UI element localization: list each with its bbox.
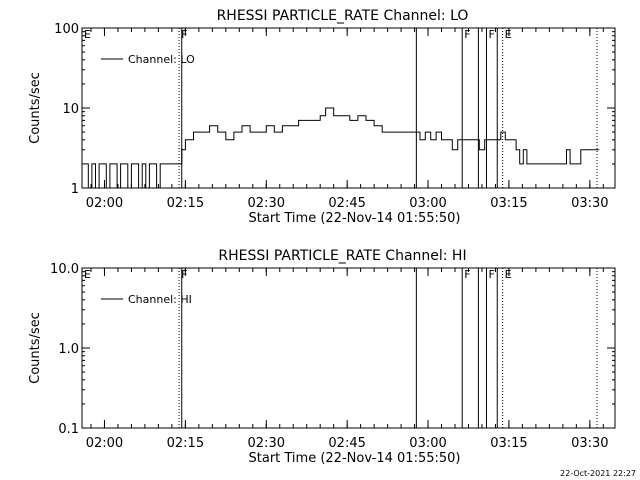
event-marker-label: F xyxy=(488,28,494,41)
x-tick-label: 03:00 xyxy=(409,436,446,451)
y-tick-label: 1 xyxy=(71,182,79,197)
series-line xyxy=(84,107,600,189)
event-marker-label: F xyxy=(464,28,470,41)
y-tick-label: 1.0 xyxy=(58,342,79,357)
lo-channel-panel: RHESSI PARTICLE_RATE Channel: LO 1 10 100 02… xyxy=(28,8,616,226)
event-marker-label: E xyxy=(84,268,91,281)
chart-title: RHESSI PARTICLE_RATE Channel: LO xyxy=(217,8,469,24)
legend-label: Channel: LO xyxy=(128,53,195,66)
x-tick-label: 02:15 xyxy=(167,196,204,211)
x-tick-label: 02:00 xyxy=(86,436,123,451)
event-marker-label: F xyxy=(181,268,187,281)
y-tick-label: 10.0 xyxy=(50,262,79,277)
x-tick-label: 02:00 xyxy=(86,196,123,211)
x-tick-label: 03:15 xyxy=(490,436,527,451)
event-marker-label: E xyxy=(505,28,512,41)
x-tick-label: 02:45 xyxy=(328,436,365,451)
x-axis-label: Start Time (22-Nov-14 01:55:50) xyxy=(249,451,461,466)
x-tick-label: 02:30 xyxy=(248,196,285,211)
x-axis-label: Start Time (22-Nov-14 01:55:50) xyxy=(249,211,461,226)
y-axis-label: Counts/sec xyxy=(28,312,43,384)
x-tick-label: 03:00 xyxy=(409,196,446,211)
y-tick-label: 100 xyxy=(54,22,79,37)
event-marker-label: F xyxy=(464,268,470,281)
x-tick-label: 03:30 xyxy=(571,196,608,211)
y-axis-label: Counts/sec xyxy=(28,72,43,144)
event-marker-label: E xyxy=(84,28,91,41)
x-tick-label: 02:30 xyxy=(248,436,285,451)
chart-title: RHESSI PARTICLE_RATE Channel: HI xyxy=(218,248,466,264)
plot-frame xyxy=(81,267,616,429)
y-tick-label: 0.1 xyxy=(58,422,79,437)
x-tick-label: 03:30 xyxy=(571,436,608,451)
y-tick-label: 10 xyxy=(62,102,79,117)
legend-label: Channel: HI xyxy=(128,293,192,306)
x-tick-label: 02:15 xyxy=(167,436,204,451)
event-marker-label: E xyxy=(505,268,512,281)
x-tick-label: 03:15 xyxy=(490,196,527,211)
event-marker-label: F xyxy=(488,268,494,281)
event-marker-label: F xyxy=(181,28,187,41)
hi-channel-panel: RHESSI PARTICLE_RATE Channel: HI 0.1 1.0 10… xyxy=(28,248,616,466)
x-tick-label: 02:45 xyxy=(328,196,365,211)
generation-timestamp: 22-Oct-2021 22:27 xyxy=(560,469,636,478)
